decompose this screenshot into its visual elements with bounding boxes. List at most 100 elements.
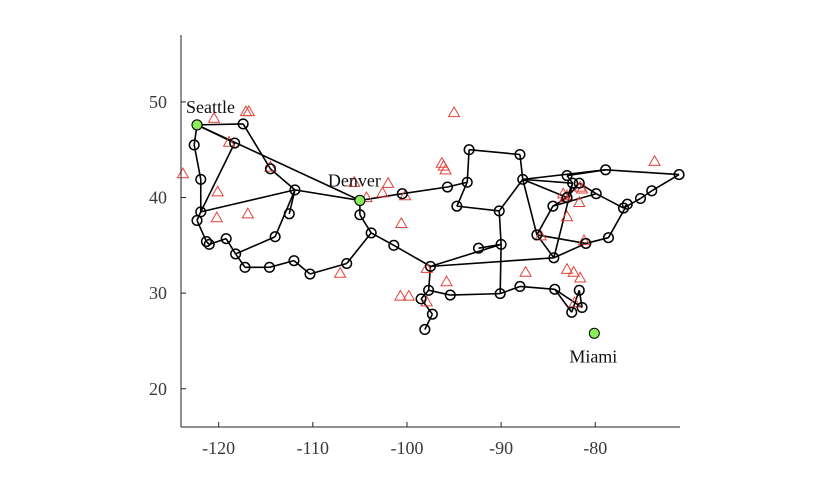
network-node	[388, 239, 400, 251]
triangle-marker	[264, 160, 277, 172]
network-edge	[205, 240, 210, 245]
triangle-marker	[176, 167, 190, 179]
network-edge	[288, 189, 296, 214]
ticks-layer: -120 -110 -100 -90 -80 20 30 40 50	[149, 92, 607, 458]
y-tick-label: 50	[149, 92, 167, 112]
network-node	[195, 173, 207, 185]
network-node	[191, 214, 203, 227]
network-edge	[196, 220, 208, 242]
network-node	[494, 288, 506, 300]
network-node	[441, 181, 453, 193]
network-node	[419, 323, 431, 336]
x-tick-label: -90	[489, 438, 513, 458]
network-edge	[447, 181, 468, 188]
network-node	[304, 268, 316, 280]
network-edge	[420, 298, 434, 315]
network-edge	[552, 192, 597, 207]
triangle-marker	[394, 216, 408, 228]
network-edge	[420, 289, 430, 300]
y-tick-label: 30	[149, 283, 167, 303]
triangle-marker	[333, 266, 347, 278]
network-edge	[309, 262, 347, 275]
nodes-layer	[188, 118, 685, 336]
network-edge	[521, 179, 538, 236]
network-node	[220, 233, 232, 245]
network-node	[531, 229, 543, 241]
network-node	[566, 306, 578, 318]
network-node	[288, 255, 300, 267]
network-node	[415, 293, 427, 305]
network-edge	[536, 234, 586, 245]
network-node	[590, 188, 602, 200]
network-node	[423, 284, 435, 296]
network-edge	[427, 266, 432, 291]
triangles-layer	[176, 104, 661, 308]
network-edge	[242, 123, 272, 170]
network-node	[547, 200, 559, 212]
highlight-node	[191, 119, 203, 131]
network-edge	[456, 181, 468, 207]
y-tick-label: 20	[149, 379, 167, 399]
network-node	[495, 238, 507, 250]
city-label: Denver	[328, 170, 381, 190]
network-node	[269, 231, 281, 243]
network-node	[424, 260, 437, 272]
triangle-marker	[376, 186, 389, 198]
network-edge	[293, 260, 311, 275]
network-edge	[430, 243, 502, 268]
triangle-marker	[242, 104, 256, 117]
triangle-marker	[207, 111, 221, 123]
network-node	[365, 227, 377, 239]
network-edge	[522, 178, 573, 184]
network-node	[673, 169, 685, 181]
network-edge	[553, 242, 587, 259]
x-tick-label: -120	[202, 438, 235, 458]
network-node	[600, 164, 612, 176]
network-edge	[640, 190, 653, 200]
network-node	[188, 139, 200, 151]
network-node	[634, 192, 647, 205]
triangle-marker	[420, 261, 434, 273]
special-nodes-layer: Seattle Denver Miami	[186, 97, 617, 366]
network-node	[514, 148, 526, 161]
axes	[180, 35, 680, 428]
city-label: Seattle	[186, 97, 235, 117]
x-tick-label: -110	[297, 438, 329, 458]
network-node	[239, 261, 251, 273]
x-tick-label: -80	[583, 438, 607, 458]
network-node	[567, 177, 579, 189]
triangle-marker	[440, 275, 453, 287]
network-edge	[519, 285, 555, 291]
network-node	[229, 137, 241, 149]
network-node	[461, 176, 473, 188]
network-node	[549, 283, 561, 295]
network-edge	[402, 186, 448, 195]
network-node	[493, 205, 505, 217]
triangle-marker	[447, 105, 461, 118]
network-edge	[499, 244, 502, 294]
network-edge	[607, 203, 628, 239]
edges-layer	[193, 123, 680, 330]
network-edge	[585, 236, 609, 245]
network-edge	[499, 285, 521, 295]
network-edge	[456, 205, 500, 212]
network-edge	[566, 169, 606, 177]
y-tick-label: 40	[149, 188, 167, 208]
network-edge	[424, 313, 434, 330]
network-edge	[235, 236, 276, 255]
network-node	[289, 184, 301, 196]
triangle-marker	[222, 135, 236, 147]
network-edge	[294, 189, 361, 202]
network-node	[203, 238, 215, 250]
triangle-marker	[211, 185, 225, 197]
network-edge	[193, 144, 202, 180]
network-edge	[428, 289, 451, 296]
triangle-marker	[572, 195, 586, 207]
network-edge	[359, 214, 372, 234]
triangle-marker	[394, 289, 407, 301]
x-tick-label: -100	[390, 438, 423, 458]
triangle-marker	[381, 176, 395, 188]
network-edge	[200, 189, 296, 213]
network-node	[561, 191, 573, 204]
network-node	[646, 185, 658, 197]
